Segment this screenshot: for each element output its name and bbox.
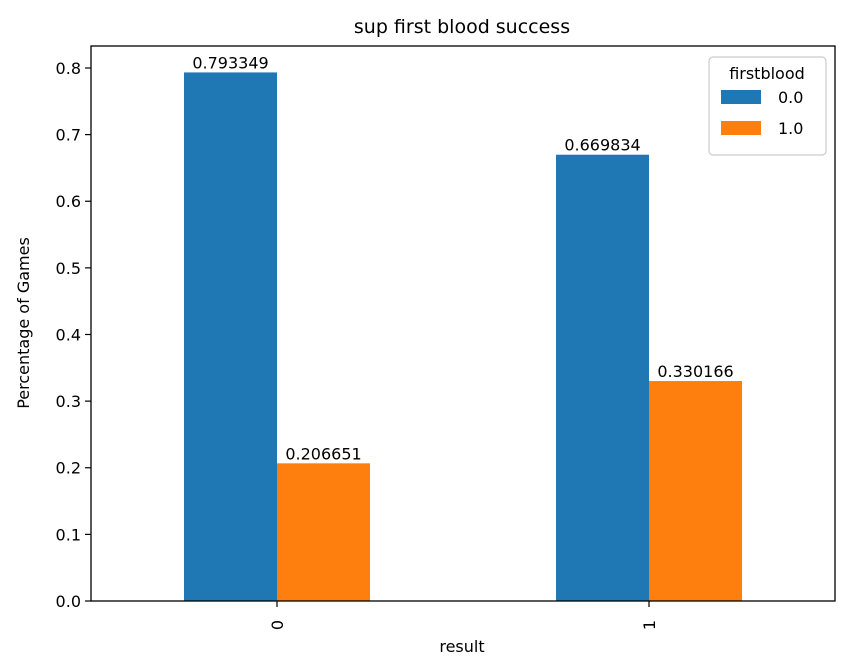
legend-entries: 0.0 1.0 [721, 88, 803, 138]
data-label-1-series-1: 0.330166 [657, 362, 733, 381]
bars-group [184, 72, 742, 601]
chart-title: sup first blood success [354, 16, 570, 38]
y-tick-label-7: 0.7 [56, 126, 81, 145]
y-tick-label-0: 0.0 [56, 592, 81, 611]
plot-frame [90, 45, 836, 602]
y-tick-label-1: 0.1 [56, 525, 81, 544]
x-axis-label: result [439, 637, 484, 656]
y-tick-label-2: 0.2 [56, 459, 81, 478]
y-tick-label-8: 0.8 [56, 59, 81, 78]
legend-swatch-0 [721, 90, 761, 104]
bar-0-series-1 [277, 463, 370, 601]
data-label-0-series-0: 0.793349 [192, 53, 268, 72]
legend-label-0: 0.0 [778, 88, 803, 107]
y-axis: 0.0 0.1 0.2 0.3 0.4 0.5 0.6 0.7 0.8 [56, 59, 91, 611]
legend-title: firstblood [729, 64, 805, 83]
bar-0-series-0 [184, 72, 277, 601]
y-tick-label-4: 0.4 [56, 325, 81, 344]
y-axis-label: Percentage of Games [14, 237, 33, 409]
x-tick-label-0: 0 [268, 620, 287, 630]
data-labels-group: 0.793349 0.206651 0.669834 0.330166 [192, 53, 733, 463]
y-tick-label-6: 0.6 [56, 192, 81, 211]
y-tick-label-3: 0.3 [56, 392, 81, 411]
data-label-0-series-1: 0.206651 [285, 444, 361, 463]
x-tick-label-1: 1 [640, 620, 659, 630]
legend: firstblood 0.0 1.0 [708, 56, 827, 156]
bar-1-series-1 [649, 381, 742, 601]
bar-1-series-0 [556, 154, 649, 601]
y-tick-label-5: 0.5 [56, 259, 81, 278]
data-label-1-series-0: 0.669834 [564, 136, 640, 155]
legend-label-1: 1.0 [778, 119, 803, 138]
legend-swatch-1 [721, 121, 761, 135]
